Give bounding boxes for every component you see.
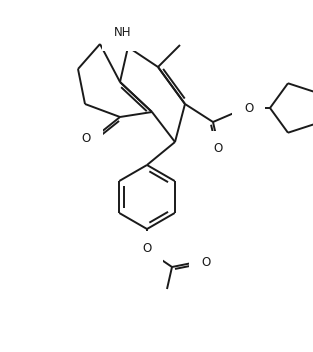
Text: O: O: [201, 256, 210, 269]
Text: O: O: [82, 132, 91, 145]
Text: O: O: [142, 243, 151, 256]
Text: O: O: [213, 143, 223, 156]
Text: O: O: [244, 101, 253, 114]
Text: NH: NH: [114, 26, 132, 39]
